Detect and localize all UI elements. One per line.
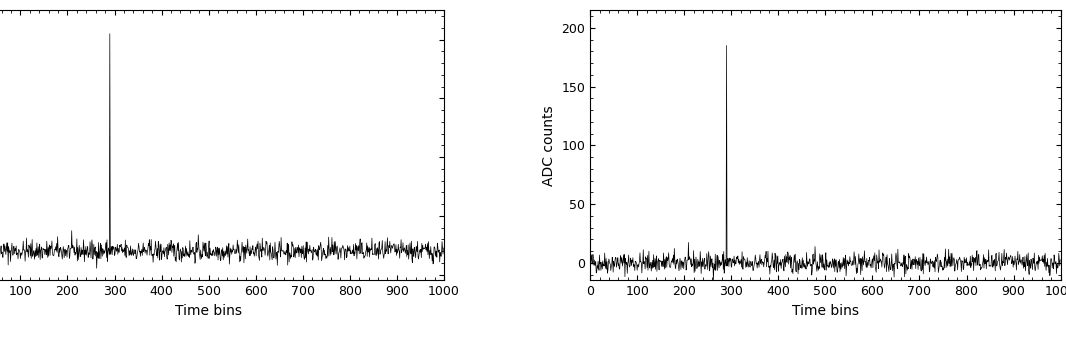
X-axis label: Time bins: Time bins xyxy=(175,304,242,318)
X-axis label: Time bins: Time bins xyxy=(792,304,859,318)
Y-axis label: ADC counts: ADC counts xyxy=(542,105,555,186)
